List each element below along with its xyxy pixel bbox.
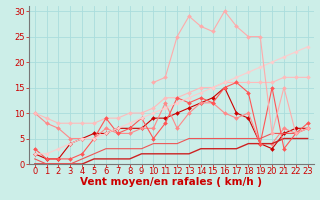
X-axis label: Vent moyen/en rafales ( km/h ): Vent moyen/en rafales ( km/h ) — [80, 177, 262, 187]
